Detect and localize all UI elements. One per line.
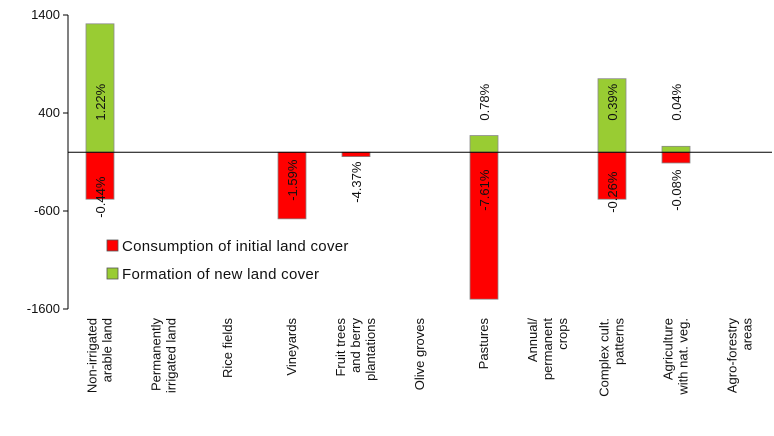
bar-consumption-9 [661,151,691,164]
legend-label-consumption: Consumption of initial land cover [122,238,349,255]
y-tick-label: -1600 [27,301,60,316]
category-label-6: Pastures [476,318,491,370]
category-labels: Non-irrigatedarable land Permanentlyirrig… [85,318,755,397]
data-label-formation-8: 0.39% [605,83,620,120]
data-label-consumption-4: -4.37% [349,161,364,203]
category-label-0: Non-irrigatedarable land [85,318,115,393]
data-label-formation-6: 0.78% [477,83,492,120]
bar-formation-9 [661,145,691,153]
data-label-formation-0: 1.22% [93,83,108,120]
bars [85,23,691,300]
category-label-1: Permanentlyirrigated land [149,318,179,394]
bar-formation-6 [469,135,499,153]
bar-consumption-0 [85,151,115,200]
data-label-consumption-9: -0.08% [669,169,684,211]
bar-consumption-3 [277,151,307,220]
category-label-7: Annual/permanentcrops [525,318,570,381]
y-tick-label: 1400 [31,7,60,22]
category-label-10: Agro-forestryareas [725,318,755,394]
data-label-formation-9: 0.04% [669,83,684,120]
data-labels: -0.44% -1.59% -4.37% -7.61% -0.26% -0.08% 1.22… [93,83,684,217]
bar-consumption-4 [341,151,371,158]
y-axis: 1400 400 -600 -1600 [27,7,69,316]
category-label-5: Olive groves [412,318,427,391]
y-tick-label: -600 [34,203,60,218]
legend-swatch-consumption [106,239,119,252]
category-label-3: Vineyards [284,318,299,376]
bar-formation-0 [85,23,115,153]
data-label-consumption-3: -1.59% [285,159,300,201]
category-label-2: Rice fields [220,318,235,378]
data-label-consumption-8: -0.26% [605,171,620,213]
data-label-consumption-0: -0.44% [93,176,108,218]
legend: Consumption of initial land cover Formati… [106,238,349,283]
data-label-consumption-6: -7.61% [477,169,492,211]
bar-formation-8 [597,78,627,153]
y-tick-label: 400 [38,105,60,120]
category-label-4: Fruit treesand berryplantations [333,318,378,381]
category-label-9: Agriculturewith nat. veg. [661,318,691,396]
legend-swatch-formation [106,267,119,280]
legend-label-formation: Formation of new land cover [122,266,319,283]
category-label-8: Complex cult.patterns [597,318,627,397]
